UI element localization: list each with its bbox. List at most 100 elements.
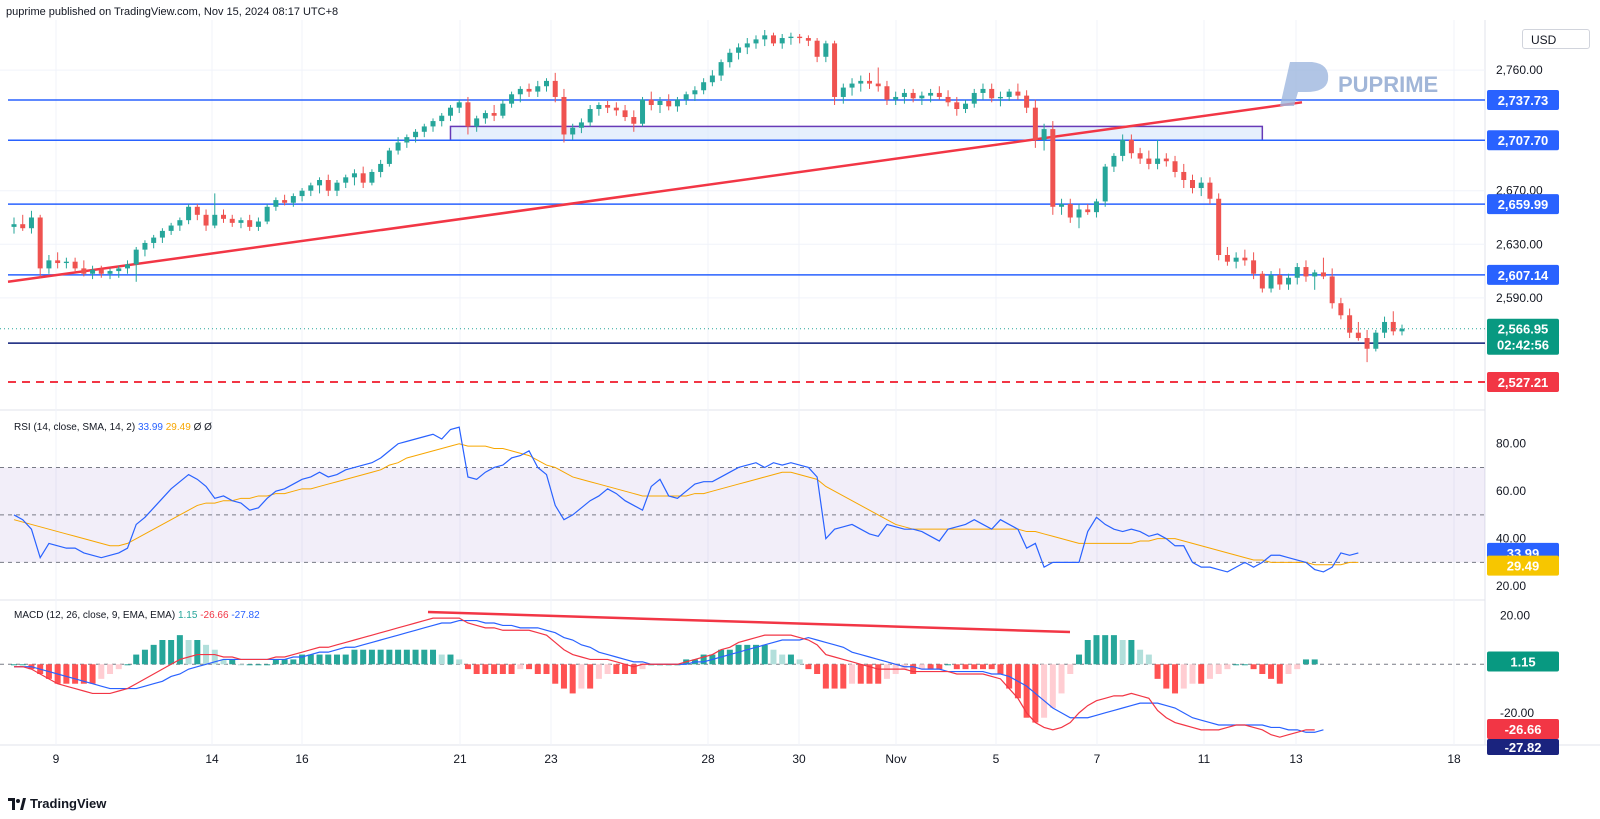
macd-histogram-bar <box>543 664 550 674</box>
candle-body <box>578 122 584 128</box>
macd-histogram-bar <box>229 659 236 665</box>
candle <box>1041 123 1047 151</box>
macd-y-tick: 20.00 <box>1500 609 1530 623</box>
candle <box>282 194 288 206</box>
candle-body <box>98 269 104 274</box>
candle-body <box>247 220 253 227</box>
macd-histogram-bar <box>587 664 594 689</box>
candle-body <box>299 190 305 197</box>
candle <box>1155 139 1161 170</box>
candle <box>168 222 174 235</box>
candle <box>55 252 61 269</box>
macd-histogram-bar <box>744 644 751 665</box>
candle <box>736 43 742 60</box>
candle <box>186 204 192 225</box>
macd-histogram-bar <box>560 664 567 689</box>
candle <box>177 217 183 231</box>
candle <box>212 193 218 229</box>
candle-body <box>1329 276 1335 304</box>
candle-body <box>1303 267 1309 277</box>
candle <box>788 32 794 45</box>
candle <box>866 72 872 89</box>
candle <box>72 257 78 272</box>
macd-histogram-bar <box>499 664 506 674</box>
macd-histogram-bar <box>456 659 463 665</box>
macd-histogram-bar <box>997 664 1004 674</box>
macd-histogram-bar <box>988 664 995 670</box>
last-price-label: 2,566.95 <box>1498 322 1549 337</box>
candle <box>1399 324 1405 336</box>
candle-body <box>517 88 523 95</box>
candle-body <box>421 126 427 132</box>
rsi-y-tick: 40.00 <box>1496 532 1526 546</box>
macd-histogram-bar <box>237 664 244 666</box>
macd-histogram-bar <box>1041 664 1048 718</box>
macd-histogram-bar <box>290 659 297 665</box>
candle-body <box>11 224 17 227</box>
candle <box>1050 121 1056 215</box>
candle <box>1059 198 1065 215</box>
candle <box>1024 90 1030 114</box>
candle-body <box>491 113 497 116</box>
candle <box>1382 316 1388 339</box>
candle <box>980 83 986 100</box>
macd-histogram-bar <box>246 664 253 666</box>
macd-histogram-bar <box>107 664 114 674</box>
x-tick-label: 9 <box>53 752 60 766</box>
macd-histogram-bar <box>613 664 620 674</box>
macd-histogram-bar <box>805 664 812 670</box>
candle-body <box>1093 201 1099 213</box>
candle <box>247 214 253 231</box>
candle-body <box>954 102 960 110</box>
candle <box>203 209 209 231</box>
candle-body <box>928 92 934 96</box>
rsi-ma-tag <box>1487 555 1559 576</box>
macd-histogram-bar <box>482 664 489 674</box>
candle-body <box>413 131 419 138</box>
candle-body <box>203 214 209 226</box>
macd-histogram-bar <box>761 644 768 665</box>
candle-body <box>788 36 794 39</box>
candle <box>1216 193 1222 261</box>
currency-selector[interactable]: USD <box>1522 29 1590 49</box>
candle <box>971 88 977 108</box>
candle-body <box>282 200 288 203</box>
rsi-legend-value: 33.99 <box>138 422 166 433</box>
macd-histogram-bar <box>395 649 402 665</box>
candle-body <box>727 52 733 63</box>
macd-hist-label: 1.15 <box>1510 654 1535 669</box>
candle-body <box>596 105 602 110</box>
macd-histogram-bar <box>875 664 882 684</box>
candle <box>386 147 392 167</box>
macd-histogram-bar <box>1250 664 1257 670</box>
candle-body <box>858 80 864 84</box>
candle <box>640 96 646 127</box>
candle <box>1006 88 1012 101</box>
candle <box>648 91 654 111</box>
candle-body <box>447 107 453 116</box>
candle <box>1233 252 1239 269</box>
macd-line <box>14 617 1315 738</box>
candle <box>762 30 768 47</box>
candle-body <box>212 214 218 226</box>
candle-body <box>744 43 750 48</box>
brand-name: TradingView <box>30 796 107 811</box>
macd-histogram-bar <box>857 664 864 684</box>
candle <box>779 34 785 49</box>
candle <box>37 214 43 278</box>
candle-body <box>343 177 349 183</box>
candle-body <box>334 182 340 191</box>
candle-body <box>1181 171 1187 180</box>
macd-histogram-bar <box>333 654 340 665</box>
rsi-band <box>0 467 1485 563</box>
candle-body <box>168 225 174 231</box>
candle-body <box>1390 321 1396 332</box>
x-tick-label: 13 <box>1289 752 1303 766</box>
candle <box>954 96 960 116</box>
candle-body <box>325 180 331 191</box>
candle <box>107 268 113 280</box>
candle-body <box>840 87 846 97</box>
candle-body <box>63 261 69 264</box>
macd-histogram-bar <box>953 664 960 670</box>
